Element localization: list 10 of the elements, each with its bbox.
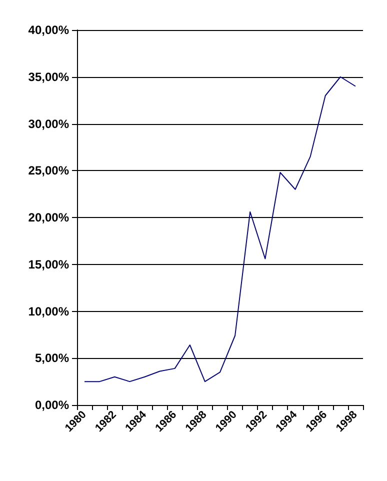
y-tick-label: 40,00% <box>28 23 70 37</box>
y-tick-label: 25,00% <box>28 164 70 178</box>
y-tick-label: 10,00% <box>28 304 70 318</box>
y-tick-label: 0,00% <box>34 398 70 412</box>
y-tick-label: 30,00% <box>28 116 70 131</box>
y-tick-label: 20,00% <box>28 210 70 224</box>
y-tick-label: 5,00% <box>34 351 70 366</box>
line-series <box>84 76 356 382</box>
y-tick-label: 15,00% <box>28 257 70 272</box>
y-tick-label: 35,00% <box>28 70 70 84</box>
